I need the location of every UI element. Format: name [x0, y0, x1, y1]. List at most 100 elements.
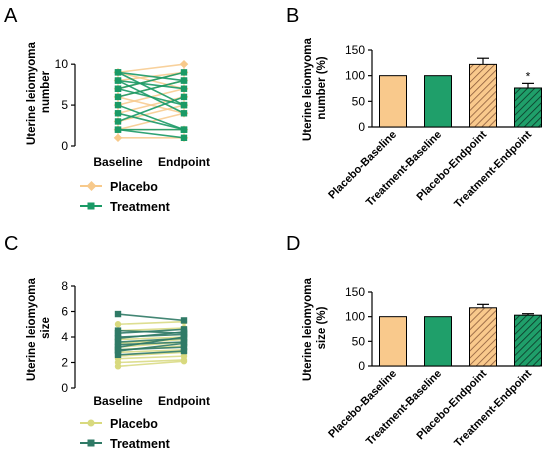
- panel-d-ylabel-line2: size (%): [316, 306, 328, 349]
- legend-placebo-marker: [86, 181, 97, 191]
- treatment-point: [180, 85, 188, 92]
- placebo-pair-line: [117, 327, 185, 332]
- treatment-point: [180, 347, 188, 355]
- placebo-pair-line: [117, 348, 185, 354]
- y-tick-label: 0: [358, 359, 365, 373]
- y-tick-label: 8: [61, 279, 68, 293]
- treatment-pair-line: [117, 128, 185, 139]
- treatment-point: [114, 310, 122, 318]
- treatment-point: [114, 110, 122, 117]
- legend-treatment-marker: [87, 439, 95, 447]
- panel-b-ylabel-line2: number (%): [316, 56, 328, 119]
- placebo-pair-line: [117, 355, 185, 360]
- treatment-pair-line: [117, 329, 185, 334]
- treatment-point: [180, 93, 188, 101]
- panel-b: 050100150Placebo-BaselineTreatment-Basel…: [326, 43, 542, 211]
- placebo-pair-line: [117, 63, 185, 74]
- panel-b-ylabel-line1: Uterine leiomyoma: [302, 38, 314, 141]
- treatment-point: [114, 118, 122, 125]
- placebo-point: [180, 358, 188, 365]
- treatment-pair-line: [117, 71, 185, 90]
- x-category-label: Baseline: [93, 155, 143, 169]
- treatment-point: [180, 329, 188, 337]
- treatment-pair-line: [117, 313, 185, 322]
- legend-placebo-label: Placebo: [110, 417, 158, 431]
- bar-treatment-baseline: [424, 75, 452, 128]
- legend-placebo-marker: [87, 419, 95, 427]
- panel-label-c: C: [4, 233, 18, 255]
- treatment-point: [180, 126, 188, 133]
- treatment-pair-line: [117, 79, 185, 98]
- y-tick-label: 50: [352, 94, 366, 108]
- treatment-pair-line: [117, 112, 185, 131]
- legend-treatment-marker: [87, 202, 95, 210]
- treatment-point: [180, 77, 188, 84]
- treatment-point: [180, 344, 188, 351]
- bar-placebo-baseline: [379, 75, 407, 128]
- y-tick-label: 5: [61, 98, 68, 112]
- panel-c-ylabel-line2: size: [40, 317, 52, 339]
- bar-treatment-baseline: [424, 316, 452, 367]
- treatment-point: [114, 335, 122, 342]
- treatment-point: [114, 69, 122, 76]
- treatment-pair-line: [117, 71, 185, 82]
- placebo-pair-line: [117, 96, 185, 115]
- bar-placebo-endpoint: [469, 307, 497, 367]
- placebo-pair-line: [117, 336, 185, 341]
- x-category-label: Endpoint: [158, 155, 210, 169]
- y-tick-label: 100: [345, 69, 365, 83]
- y-tick-label: 6: [61, 305, 68, 319]
- placebo-pair-line: [117, 359, 185, 364]
- y-tick-label: 0: [61, 381, 68, 395]
- treatment-pair-line: [117, 336, 185, 348]
- treatment-pair-line: [117, 79, 185, 90]
- treatment-point: [180, 340, 188, 347]
- panel-d: 050100150Placebo-BaselineTreatment-Basel…: [326, 285, 542, 450]
- y-tick-label: 150: [345, 285, 365, 299]
- y-tick-label: 4: [61, 330, 68, 344]
- treatment-point: [180, 317, 188, 324]
- panel-d-ylabel: Uterine leiomyoma size (%): [302, 275, 328, 381]
- bar-treatment-endpoint: [514, 314, 542, 367]
- panel-a-ylabel: Uterine leiomyoma number: [26, 39, 52, 145]
- panel-a-ylabel-line2: number: [40, 70, 52, 113]
- treatment-point: [114, 101, 122, 109]
- treatment-pair-line: [117, 350, 185, 356]
- bar-treatment-endpoint: [514, 87, 542, 128]
- treatment-point: [180, 333, 188, 341]
- treatment-pair-line: [117, 104, 185, 131]
- treatment-point: [180, 101, 188, 109]
- treatment-pair-line: [117, 87, 185, 106]
- treatment-point: [114, 126, 122, 133]
- y-tick-label: 10: [55, 57, 69, 71]
- panel-label-b: B: [286, 5, 299, 27]
- y-tick-label: 0: [358, 120, 365, 134]
- panel-label-d: D: [286, 233, 300, 255]
- legend-treatment-label: Treatment: [110, 200, 171, 214]
- panel-label-a: A: [4, 5, 18, 27]
- treatment-pair-line: [117, 96, 185, 123]
- placebo-point: [114, 321, 122, 328]
- treatment-point: [180, 134, 188, 142]
- treatment-point: [114, 93, 122, 101]
- x-category-label: Treatment-Endpoint: [452, 128, 534, 210]
- y-tick-label: 0: [61, 139, 68, 153]
- treatment-point: [114, 77, 122, 84]
- placebo-pair-line: [117, 351, 185, 357]
- treatment-point: [180, 110, 188, 117]
- y-tick-label: 150: [345, 43, 365, 57]
- placebo-point: [114, 363, 122, 370]
- y-tick-label: 2: [61, 356, 68, 370]
- treatment-point: [114, 327, 122, 334]
- legend-treatment-label: Treatment: [110, 437, 171, 451]
- panel-c-ylabel-line1: Uterine leiomyoma: [26, 278, 38, 381]
- x-category-label: Treatment-Baseline: [364, 368, 444, 448]
- legend-placebo-label: Placebo: [110, 180, 158, 194]
- x-category-label: Treatment-Baseline: [364, 129, 444, 209]
- y-tick-label: 100: [345, 310, 365, 324]
- placebo-point: [179, 59, 189, 69]
- bar-placebo-baseline: [379, 316, 407, 367]
- treatment-point: [114, 351, 122, 359]
